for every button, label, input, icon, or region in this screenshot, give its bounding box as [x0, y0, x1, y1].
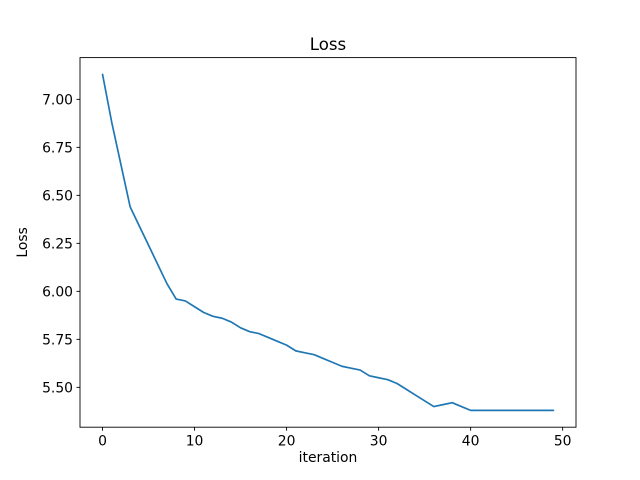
loss-curve	[101, 73, 555, 412]
tick-marks	[76, 98, 564, 431]
y-tick-label: 5.50	[42, 380, 73, 396]
x-tick-label: 20	[278, 434, 296, 450]
y-axis-label: Loss	[15, 227, 31, 257]
x-tick-label: 0	[98, 434, 107, 450]
x-tick-label: 10	[186, 434, 204, 450]
y-tick-label: 6.50	[42, 188, 73, 204]
y-tick-label: 6.75	[42, 140, 73, 156]
y-tick-label: 5.75	[42, 332, 73, 348]
tick-labels: 0 10 20 30 40 50 5.50 5.75 6.00 6.25 6.50 6.75 7.00	[42, 92, 571, 449]
loss-line-series	[101, 73, 555, 412]
x-axis-label: iteration	[299, 450, 358, 466]
y-tick-label: 6.25	[42, 236, 73, 252]
x-tick-label: 50	[554, 434, 572, 450]
y-tick-label: 6.00	[42, 284, 73, 300]
chart-title: Loss	[310, 35, 346, 54]
x-tick-label: 40	[462, 434, 480, 450]
y-tick-label: 7.00	[42, 92, 73, 108]
x-tick-label: 30	[370, 434, 388, 450]
axes-spines	[79, 57, 577, 428]
